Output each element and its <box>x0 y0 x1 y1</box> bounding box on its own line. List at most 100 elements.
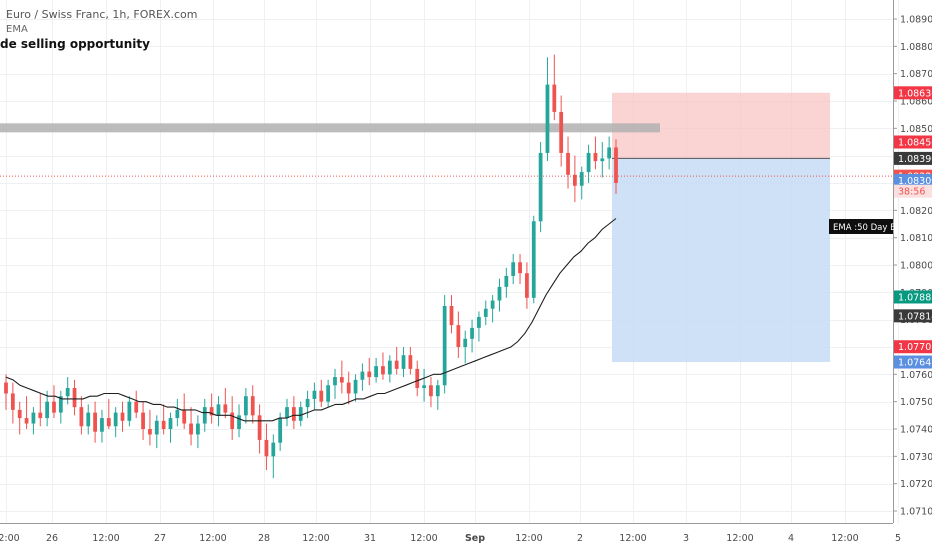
candle-body <box>291 407 296 421</box>
candle <box>470 319 474 353</box>
candle-body <box>312 390 317 399</box>
candle-body <box>38 412 43 419</box>
time-tick-label: 5 <box>895 533 901 544</box>
price-tick-label: 1.08900 <box>900 15 932 26</box>
price-tick-label: 1.07100 <box>900 507 932 518</box>
candle <box>100 409 104 443</box>
candle <box>72 379 77 416</box>
candle-body <box>237 415 241 429</box>
candle <box>237 404 241 438</box>
candle <box>120 401 125 432</box>
candle-body <box>148 429 152 435</box>
time-tick-label: 28 <box>258 533 270 544</box>
candle <box>312 382 317 410</box>
candle <box>113 407 118 438</box>
candle <box>154 415 159 449</box>
symbol-line: Euro / Swiss Franc, 1h, FOREX.com <box>6 8 198 21</box>
candle <box>216 396 221 427</box>
price-level-box: 1.08390 <box>894 151 932 165</box>
candle <box>600 142 605 178</box>
ema-polyline <box>5 218 617 422</box>
candle <box>24 396 29 429</box>
price-level-box: 1.08630 <box>894 86 932 100</box>
candle-body <box>4 382 8 394</box>
price-level-bg <box>894 355 932 369</box>
candle-body <box>394 360 399 369</box>
ema-tag-label: EMA :50 Day EMA <box>833 223 909 233</box>
candle <box>614 139 618 194</box>
price-level-bg <box>894 174 932 188</box>
candle-body <box>483 308 488 317</box>
candle <box>333 368 337 399</box>
candle-body <box>463 338 468 347</box>
candle <box>572 155 577 203</box>
take-profit-zone <box>612 158 830 363</box>
candle <box>408 347 413 375</box>
candles <box>4 54 618 479</box>
candle-body <box>72 388 77 408</box>
candle-body <box>120 412 125 421</box>
candle-body <box>24 418 29 424</box>
time-axis[interactable]: 12:00 26 12:00 27 12:00 28 12:00 31 12:00 Sep 12:0… <box>0 523 901 545</box>
candle-body <box>134 401 139 413</box>
candle <box>353 374 358 402</box>
candle-body <box>230 412 235 429</box>
candle <box>429 377 433 408</box>
candle-body <box>175 409 180 419</box>
candle <box>106 398 111 429</box>
candle <box>161 404 166 435</box>
candle <box>168 412 173 443</box>
time-tick-label: 12:00 <box>302 533 329 544</box>
price-level-box: 1.07814 <box>894 309 932 323</box>
candle-body <box>113 412 118 427</box>
candle <box>209 393 214 424</box>
candle-body <box>79 407 84 427</box>
candle <box>4 374 8 410</box>
candle-body <box>298 407 303 421</box>
candle-body <box>586 152 591 173</box>
price-tick-label: 1.07300 <box>900 452 932 463</box>
candle-body <box>93 412 97 432</box>
time-tick-label: 4 <box>788 533 794 544</box>
candle <box>65 377 70 405</box>
candle-body <box>511 262 516 276</box>
ema-line <box>5 218 617 422</box>
candle <box>244 388 248 424</box>
candle-body <box>579 172 584 186</box>
candle-body <box>285 407 289 419</box>
candle <box>504 267 509 298</box>
time-tick-label: 12:00 <box>831 533 858 544</box>
candle <box>525 262 529 309</box>
candle <box>415 360 420 397</box>
candle-body <box>435 385 440 397</box>
time-tick-label: 12:00 <box>515 533 542 544</box>
price-level-label: 1.08390 <box>898 154 932 165</box>
candle <box>52 385 56 419</box>
candle-body <box>607 147 612 159</box>
candle <box>31 407 36 435</box>
candle <box>579 166 584 200</box>
ema-tag: EMA :50 Day EMA <box>829 219 909 234</box>
candle-body <box>250 396 255 416</box>
candle-body <box>415 368 420 388</box>
candle-body <box>216 404 221 416</box>
time-tick-label: Sep <box>465 533 485 544</box>
candle <box>230 396 235 440</box>
indicator-label: EMA <box>6 24 28 35</box>
candle <box>463 330 468 364</box>
candle-body <box>559 111 564 153</box>
price-tick-label: 1.07500 <box>900 397 932 408</box>
candle-body <box>182 409 187 424</box>
candle-body <box>367 371 372 378</box>
candle-body <box>600 158 605 162</box>
candle <box>10 382 15 424</box>
price-level-box: 1.07645 <box>894 355 932 369</box>
candle-body <box>497 286 502 301</box>
candle <box>196 415 200 449</box>
time-tick-label: 12:00 <box>0 533 20 544</box>
candle <box>593 136 598 170</box>
candle <box>93 401 97 443</box>
candle <box>607 136 612 170</box>
